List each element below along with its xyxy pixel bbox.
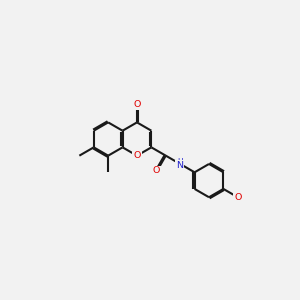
Text: N: N bbox=[176, 161, 183, 170]
Text: O: O bbox=[153, 167, 160, 176]
Text: O: O bbox=[133, 100, 141, 109]
Text: O: O bbox=[234, 193, 242, 202]
Text: H: H bbox=[177, 158, 183, 167]
Text: O: O bbox=[133, 151, 141, 160]
